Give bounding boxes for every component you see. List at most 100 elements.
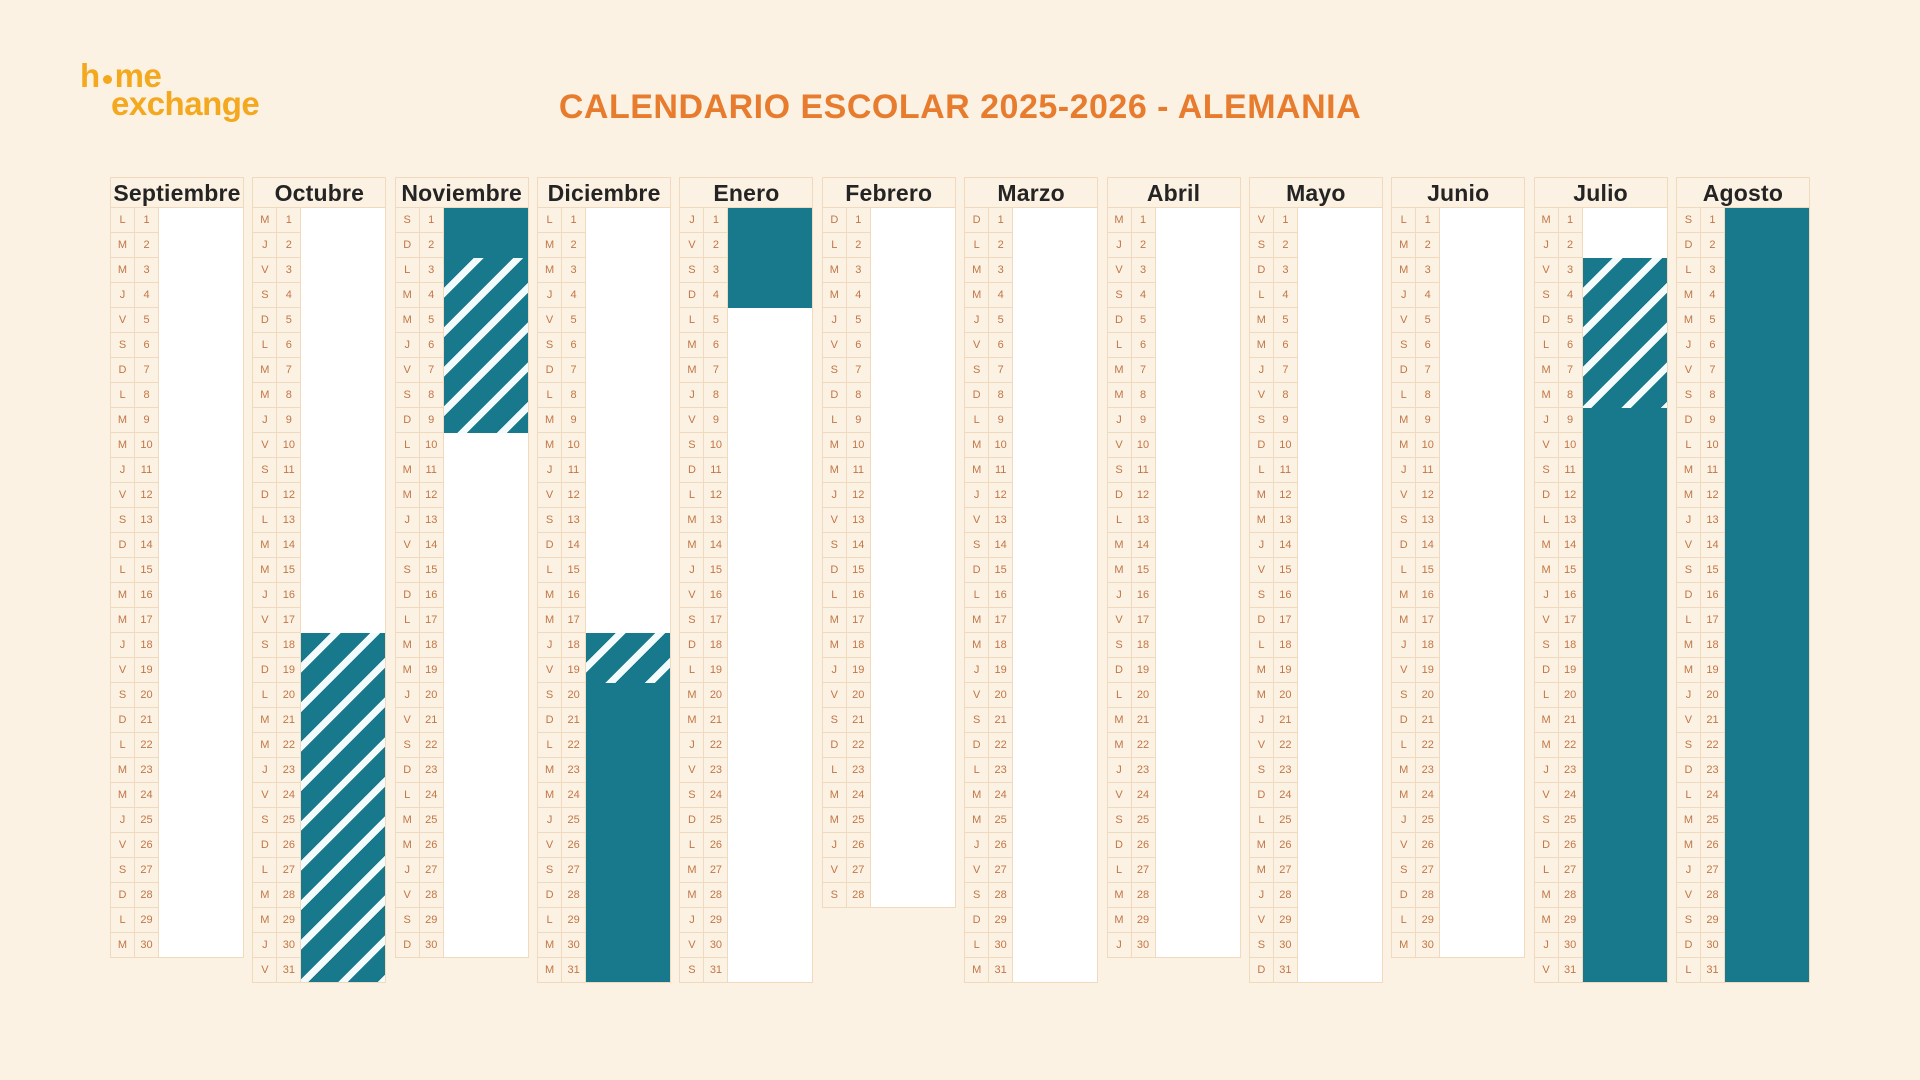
day-letter-cell: M [395, 458, 420, 483]
day-letter-cell: J [538, 633, 563, 658]
day-letter-cell: M [1534, 908, 1559, 933]
day-letter-cell: S [680, 783, 705, 808]
day-number-cell: 8 [1273, 383, 1298, 408]
day-letter-cell: S [538, 858, 563, 883]
day-number-cell: 7 [135, 358, 159, 383]
day-number-cell: 1 [846, 208, 871, 233]
day-number-cell: 22 [1700, 733, 1725, 758]
day-number-cell: 18 [135, 633, 159, 658]
day-number-cell: 3 [1558, 258, 1583, 283]
day-number-cell: 15 [419, 558, 444, 583]
day-letter-cell: D [965, 733, 990, 758]
day-number-cell: 25 [989, 808, 1014, 833]
day-letter-cell: S [1676, 558, 1701, 583]
day-number-cell: 2 [846, 233, 871, 258]
day-number-cell: 30 [135, 933, 159, 958]
day-number-cell: 24 [135, 783, 159, 808]
day-number-cell: 13 [135, 508, 159, 533]
day-number-cell: 21 [1558, 708, 1583, 733]
day-number-cell: 5 [1416, 308, 1441, 333]
day-letter-cell: S [395, 208, 420, 233]
day-letter-cell: S [538, 333, 563, 358]
day-letter-cell: J [1107, 408, 1132, 433]
day-number-cell: 28 [1273, 883, 1298, 908]
day-letter-cell: V [1534, 608, 1559, 633]
day-number-cell: 6 [135, 333, 159, 358]
day-grid: D 1 L 2 M 3 M 4 J 5 V 6 S 7 D 8 L 9 M 10 M 11 J 12 V 13 S 14 D 15 L 16 M… [821, 207, 871, 908]
day-number-cell: 25 [704, 808, 729, 833]
day-letter-cell: V [253, 433, 278, 458]
day-number-cell: 8 [419, 383, 444, 408]
month-track [870, 207, 956, 908]
day-number-cell: 26 [989, 833, 1014, 858]
day-number-cell: 6 [1416, 333, 1441, 358]
day-letter-cell: L [1392, 383, 1417, 408]
day-letter-cell: J [1107, 758, 1132, 783]
day-number-cell: 22 [1558, 733, 1583, 758]
day-number-cell: 28 [1416, 883, 1441, 908]
day-number-cell: 10 [846, 433, 871, 458]
day-letter-cell: M [1676, 308, 1701, 333]
day-letter-cell: L [1534, 508, 1559, 533]
month-column-mayo: Mayo V 1 S 2 D 3 L 4 M 5 M 6 J 7 V 8 S 9 D 10 L 11 M 12 M 13 J 14 V 15… [1248, 177, 1383, 983]
day-number-cell: 23 [562, 758, 587, 783]
day-letter-cell: M [253, 208, 278, 233]
day-letter-cell: V [111, 308, 135, 333]
day-number-cell: 19 [419, 658, 444, 683]
day-letter-cell: D [1107, 483, 1132, 508]
day-number-cell: 30 [1416, 933, 1441, 958]
day-letter-cell: J [680, 558, 705, 583]
day-letter-cell: D [111, 533, 135, 558]
holiday-block-striped [443, 258, 528, 433]
day-letter-cell: L [822, 408, 847, 433]
day-letter-cell: V [1534, 258, 1559, 283]
day-letter-cell: L [395, 433, 420, 458]
day-letter-cell: L [1107, 333, 1132, 358]
day-letter-cell: D [1392, 533, 1417, 558]
month-header: Enero [679, 177, 814, 208]
day-letter-cell: S [1392, 858, 1417, 883]
day-number-cell: 15 [704, 558, 729, 583]
day-number-cell: 30 [1273, 933, 1298, 958]
day-number-cell: 19 [277, 658, 302, 683]
day-letter-cell: M [1107, 733, 1132, 758]
day-number-cell: 3 [989, 258, 1014, 283]
day-letter-cell: M [1249, 833, 1274, 858]
day-letter-cell: S [1107, 808, 1132, 833]
day-letter-cell: M [1107, 383, 1132, 408]
day-number-cell: 22 [135, 733, 159, 758]
day-letter-cell: S [965, 883, 990, 908]
day-grid: D 1 L 2 M 3 M 4 J 5 V 6 S 7 D 8 L 9 M 10 M 11 J 12 V 13 S 14 D 15 L 16 M… [964, 207, 1014, 983]
day-letter-cell: M [538, 258, 563, 283]
day-letter-cell: J [1534, 233, 1559, 258]
month-column-julio: Julio M 1 J 2 V 3 S 4 D 5 L 6 M 7 M 8 J 9 V 10 S 11 D 12 L 13 M 14 M 1… [1533, 177, 1668, 983]
day-number-cell: 12 [846, 483, 871, 508]
day-letter-cell: V [822, 858, 847, 883]
day-letter-cell: M [538, 958, 563, 983]
day-number-cell: 14 [1558, 533, 1583, 558]
day-number-cell: 10 [989, 433, 1014, 458]
day-letter-cell: S [1249, 408, 1274, 433]
day-number-cell: 10 [704, 433, 729, 458]
homeexchange-logo: h me exchange [80, 59, 260, 120]
day-letter-cell: S [680, 433, 705, 458]
day-number-cell: 25 [419, 808, 444, 833]
day-number-cell: 29 [1273, 908, 1298, 933]
day-letter-cell: S [1534, 808, 1559, 833]
day-letter-cell: M [1676, 808, 1701, 833]
day-letter-cell: M [965, 808, 990, 833]
day-number-cell: 11 [1273, 458, 1298, 483]
day-letter-cell: M [1107, 558, 1132, 583]
day-number-cell: 22 [1273, 733, 1298, 758]
day-letter-cell: M [1249, 483, 1274, 508]
day-letter-cell: L [680, 658, 705, 683]
day-letter-cell: S [1107, 283, 1132, 308]
day-number-cell: 27 [1700, 858, 1725, 883]
day-letter-cell: M [395, 658, 420, 683]
day-letter-cell: M [1676, 283, 1701, 308]
day-number-cell: 6 [1131, 333, 1156, 358]
day-letter-cell: M [111, 583, 135, 608]
month-header: Marzo [964, 177, 1099, 208]
day-number-cell: 31 [1558, 958, 1583, 983]
day-number-cell: 20 [989, 683, 1014, 708]
